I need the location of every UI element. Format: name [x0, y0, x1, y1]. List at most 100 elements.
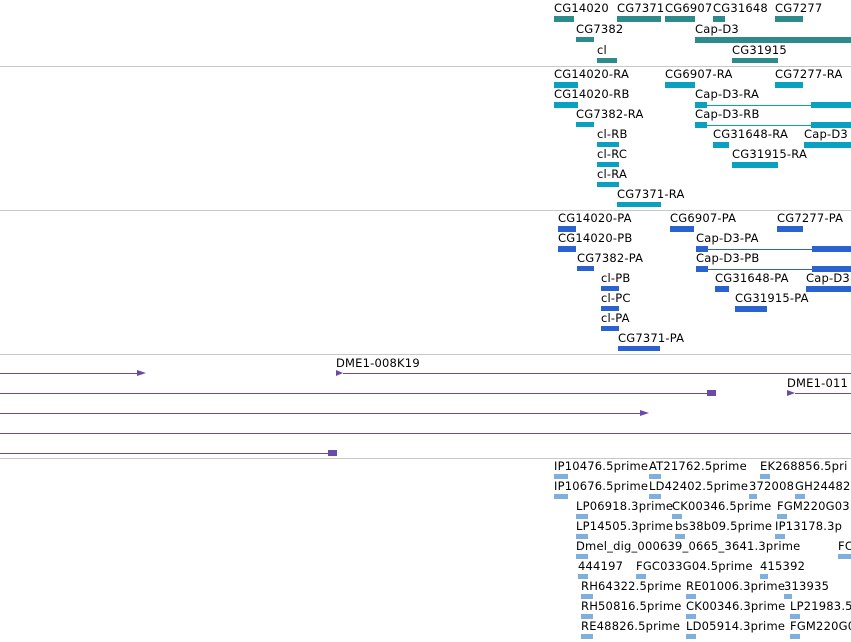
est-feature[interactable] — [686, 614, 696, 619]
transcript-feature[interactable] — [804, 142, 851, 148]
gene-feature[interactable] — [617, 16, 661, 22]
transcript-feature[interactable] — [695, 122, 707, 128]
est-feature[interactable] — [749, 494, 757, 499]
protein-track: CG14020-PA CG6907-PA CG7277-PA CG14020-P… — [0, 211, 851, 354]
feature-label: IP13178.3p — [775, 519, 843, 533]
est-feature[interactable] — [672, 514, 682, 519]
feature-label: 444197 — [578, 559, 624, 573]
protein-feature[interactable] — [577, 266, 594, 271]
transcript-feature[interactable] — [713, 142, 729, 148]
clone-line[interactable] — [343, 373, 851, 374]
est-feature[interactable] — [581, 634, 593, 639]
est-feature[interactable] — [649, 474, 661, 479]
feature-label: Cap-D3-PA — [696, 231, 759, 245]
feature-label: Cap-D3-RA — [695, 87, 760, 101]
clone-start-arrow — [787, 390, 795, 396]
est-feature[interactable] — [576, 554, 588, 559]
est-feature[interactable] — [576, 514, 588, 519]
est-feature[interactable] — [554, 494, 568, 499]
est-feature[interactable] — [581, 614, 593, 619]
transcript-feature[interactable] — [554, 82, 578, 88]
protein-feature[interactable] — [735, 306, 767, 312]
intron-line — [708, 269, 812, 270]
est-feature[interactable] — [784, 594, 792, 599]
feature-label: RH50816.5prime — [581, 599, 682, 613]
protein-feature[interactable] — [777, 226, 803, 232]
est-feature[interactable] — [795, 494, 805, 499]
protein-feature[interactable] — [696, 246, 708, 252]
est-feature[interactable] — [636, 574, 646, 579]
protein-feature[interactable] — [558, 226, 576, 232]
est-feature[interactable] — [554, 474, 568, 479]
feature-label: CG14020-PA — [558, 211, 632, 225]
protein-feature[interactable] — [812, 246, 851, 252]
gene-feature[interactable] — [695, 37, 851, 43]
clone-line[interactable] — [0, 433, 851, 434]
est-feature[interactable] — [790, 614, 800, 619]
protein-feature[interactable] — [696, 266, 708, 272]
est-feature[interactable] — [578, 574, 588, 579]
protein-feature[interactable] — [812, 266, 851, 272]
est-feature[interactable] — [777, 514, 787, 519]
feature-label: CG14020-RA — [554, 67, 630, 81]
protein-feature[interactable] — [670, 226, 694, 232]
protein-feature[interactable] — [601, 326, 619, 331]
protein-feature[interactable] — [806, 286, 851, 292]
clone-line[interactable] — [0, 453, 328, 454]
transcript-feature[interactable] — [554, 102, 578, 108]
protein-feature[interactable] — [558, 246, 576, 252]
gene-feature[interactable] — [665, 16, 695, 22]
est-feature[interactable] — [760, 474, 770, 479]
est-feature[interactable] — [790, 634, 800, 639]
clone-line[interactable] — [0, 373, 137, 374]
feature-label: Dmel_dig_000639_0665_3641.3prime — [576, 539, 801, 553]
feature-label: FGM220G0 — [790, 619, 851, 633]
est-feature[interactable] — [686, 594, 696, 599]
est-feature[interactable] — [581, 594, 593, 599]
gene-feature[interactable] — [554, 16, 574, 22]
transcript-feature[interactable] — [597, 142, 619, 147]
feature-label: IP10476.5prime — [554, 459, 649, 473]
transcript-feature[interactable] — [597, 162, 619, 167]
protein-feature[interactable] — [601, 286, 619, 291]
feature-label: Cap-D3 — [806, 271, 850, 285]
protein-feature[interactable] — [601, 306, 619, 311]
clone-line[interactable] — [0, 413, 640, 414]
track-divider — [0, 354, 851, 355]
gene-feature[interactable] — [732, 58, 778, 63]
transcript-feature[interactable] — [811, 122, 851, 128]
clone-line[interactable] — [795, 393, 851, 394]
est-feature[interactable] — [576, 534, 588, 539]
transcript-feature[interactable] — [811, 102, 851, 108]
est-feature[interactable] — [760, 574, 768, 579]
feature-label: RE48826.5prime — [581, 619, 681, 633]
transcript-feature[interactable] — [617, 202, 661, 207]
gene-feature[interactable] — [713, 16, 725, 22]
feature-label: LP06918.3prime — [576, 499, 674, 513]
transcript-feature[interactable] — [732, 162, 778, 168]
feature-label: CG7277-PA — [777, 211, 844, 225]
feature-label: CG31915-RA — [732, 147, 808, 161]
transcript-feature[interactable] — [775, 82, 803, 88]
protein-feature[interactable] — [715, 286, 729, 292]
transcript-feature[interactable] — [576, 122, 594, 127]
transcript-feature[interactable] — [665, 82, 695, 88]
transcript-feature[interactable] — [695, 102, 707, 108]
gene-feature[interactable] — [597, 58, 617, 63]
transcript-feature[interactable] — [597, 182, 619, 187]
est-feature[interactable] — [838, 554, 851, 559]
clone-track: DME1-008K19 DME1-011 — [0, 355, 851, 458]
feature-label: CG7277-RA — [775, 67, 843, 81]
gene-feature[interactable] — [576, 37, 594, 42]
feature-label: GH24482 — [795, 479, 851, 493]
gene-feature[interactable] — [775, 16, 803, 22]
est-feature[interactable] — [675, 534, 685, 539]
clone-line[interactable] — [0, 393, 707, 394]
est-feature[interactable] — [649, 494, 661, 499]
clone-end-arrow — [640, 410, 649, 416]
est-feature[interactable] — [686, 634, 696, 639]
est-feature[interactable] — [775, 534, 785, 539]
protein-feature[interactable] — [618, 346, 660, 351]
feature-label: CG6907-PA — [670, 211, 737, 225]
